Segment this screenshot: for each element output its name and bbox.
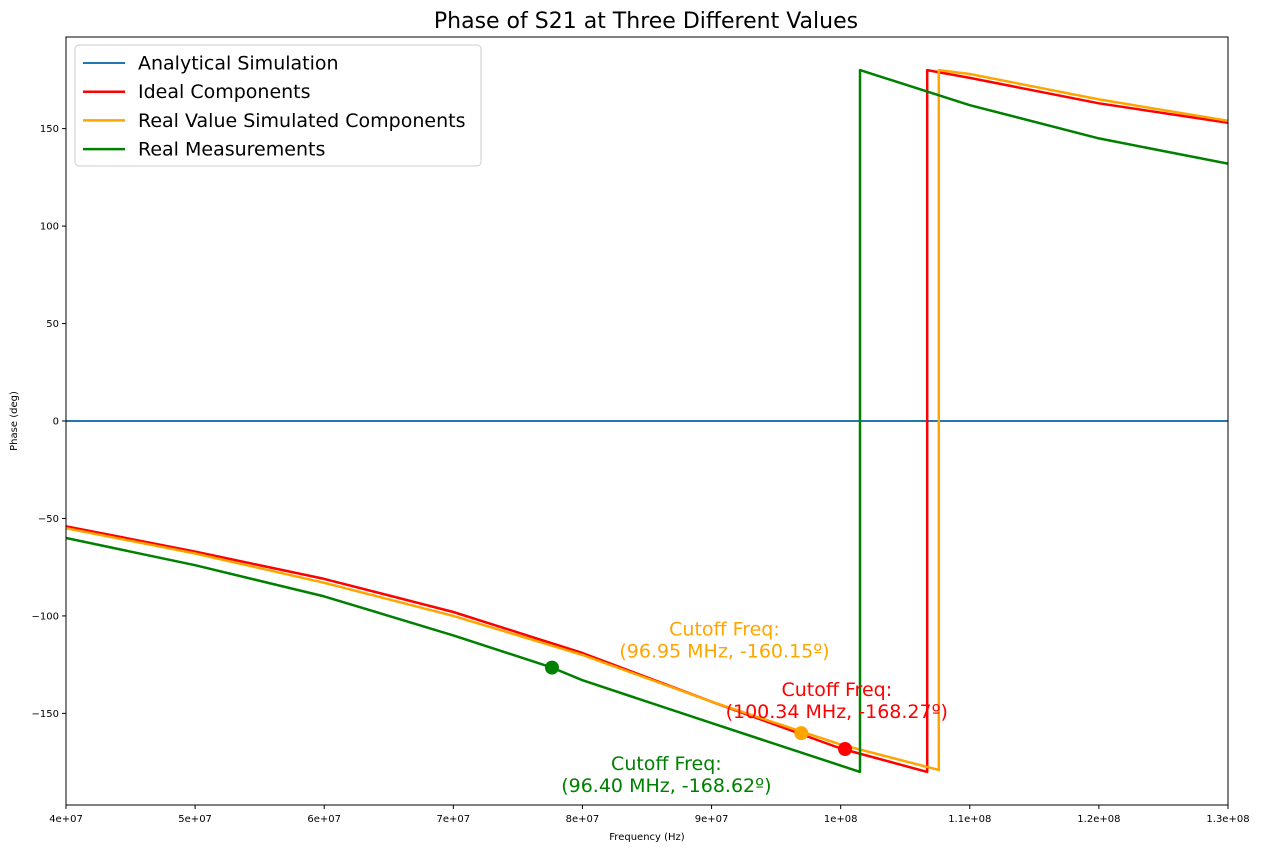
cutoff-marker-real-value-simulated-components [794, 726, 809, 741]
series-layer [66, 68, 1228, 774]
x-tick-label: 6e+07 [307, 814, 341, 825]
cutoff-annotation-line1: Cutoff Freq: [611, 753, 722, 775]
marker-layer [544, 660, 853, 756]
y-tick-label: 150 [40, 124, 59, 135]
x-tick-label: 1.3e+08 [1206, 814, 1249, 825]
x-tick-label: 7e+07 [437, 814, 471, 825]
y-axis-label: Phase (deg) [9, 391, 20, 451]
x-tick-label: 8e+07 [566, 814, 600, 825]
cutoff-annotation-line2: (96.95 MHz, -160.15º) [619, 640, 829, 662]
x-axis-label: Frequency (Hz) [609, 832, 685, 843]
cutoff-annotation-line2: (100.34 MHz, -168.27º) [726, 701, 948, 723]
x-tick-label: 1.2e+08 [1077, 814, 1120, 825]
legend-label-real-measurements: Real Measurements [138, 139, 325, 161]
y-tick-label: −50 [38, 514, 59, 525]
legend-label-ideal-components: Ideal Components [138, 81, 311, 103]
x-tick-label: 1.1e+08 [948, 814, 991, 825]
chart-title: Phase of S21 at Three Different Values [434, 9, 858, 34]
cutoff-annotation-line2: (96.40 MHz, -168.62º) [561, 775, 771, 797]
annotation-layer: Cutoff Freq:(96.95 MHz, -160.15º)Cutoff … [561, 618, 948, 796]
x-axis: 4e+07 5e+07 6e+07 7e+07 8e+07 9e+07 1e+08 1.1e+… [49, 805, 1250, 825]
series-line-real-measurements [66, 68, 1228, 774]
cutoff-annotation-line1: Cutoff Freq: [781, 679, 892, 701]
cutoff-marker-ideal-components [838, 741, 853, 756]
x-tick-label: 9e+07 [695, 814, 729, 825]
cutoff-annotation-line1: Cutoff Freq: [669, 618, 780, 640]
x-tick-label: 1e+08 [824, 814, 858, 825]
y-tick-label: −150 [32, 709, 59, 720]
legend: Analytical Simulation Ideal Components Rea… [74, 44, 482, 167]
legend-label-real-value-simulated-components: Real Value Simulated Components [138, 110, 465, 132]
y-tick-label: 50 [46, 319, 59, 330]
series-line-ideal-components [66, 68, 1228, 774]
y-tick-label: 0 [53, 417, 59, 428]
cutoff-marker-real-measurements [544, 660, 559, 675]
x-tick-label: 4e+07 [49, 814, 83, 825]
legend-box [74, 44, 482, 167]
x-tick-label: 5e+07 [178, 814, 212, 825]
y-axis: −150 −100 −50 0 50 100 150 [32, 124, 66, 720]
y-tick-label: −100 [32, 611, 59, 622]
legend-label-analytical-simulation: Analytical Simulation [138, 53, 339, 75]
series-line-real-value-simulated-components [66, 68, 1228, 772]
y-tick-label: 100 [40, 222, 59, 233]
